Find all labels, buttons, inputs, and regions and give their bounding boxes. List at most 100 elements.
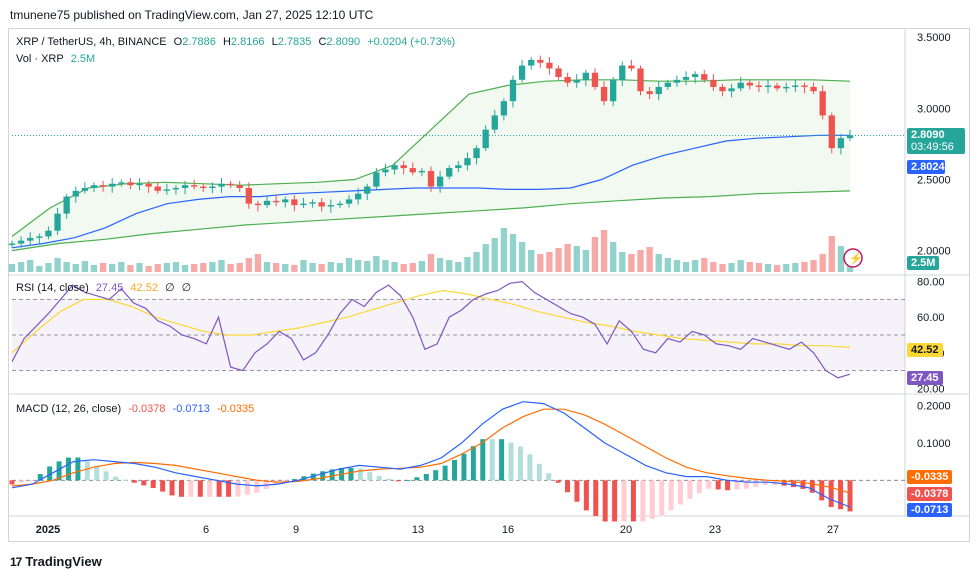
volume-bar (546, 252, 553, 272)
price-tick-label: 2.0000 (917, 246, 951, 258)
symbol-title[interactable]: XRP / TetherUS, 4h, BINANCE (16, 36, 167, 48)
macd-histogram-bar (536, 463, 542, 481)
bollinger-band-fill (12, 79, 850, 251)
candle-body (646, 91, 653, 95)
volume-bar (418, 261, 426, 272)
candle-body (81, 188, 89, 191)
candle-body (737, 82, 744, 89)
rsi-title[interactable]: RSI (14, close) (16, 282, 89, 294)
volume-bar (27, 260, 34, 272)
candle-body (181, 185, 189, 189)
candle-body (446, 168, 453, 177)
flash-alert-icon (843, 248, 863, 268)
volume-bar (600, 230, 608, 272)
macd-histogram-bar (131, 480, 137, 483)
volume-bar (63, 262, 70, 272)
candle-body (610, 79, 617, 102)
macd-title[interactable]: MACD (12, 26, close) (16, 403, 122, 415)
candle-body (8, 243, 16, 245)
macd-histogram-bar (734, 480, 740, 490)
macd-histogram-bar (386, 478, 392, 481)
volume-bar (318, 264, 325, 272)
macd-histogram-bar (65, 457, 71, 481)
volume-bar (345, 258, 353, 272)
macd-histogram-bar (499, 439, 505, 481)
rsi-line (11, 280, 851, 379)
volume-bar (728, 263, 735, 272)
volume-bar (236, 263, 243, 272)
macd-histogram-bar (508, 442, 514, 481)
macd-signal-tag: -0.0335 (907, 470, 953, 484)
candle-body (701, 74, 708, 80)
volume-bar (610, 242, 617, 272)
volume-bar (773, 265, 781, 272)
volume-bar (400, 264, 407, 272)
volume-bar (245, 258, 252, 272)
volume-bar (282, 264, 289, 272)
candle-body (518, 65, 526, 80)
candle-body (254, 203, 262, 206)
macd-legend: MACD (12, 26, close) -0.0378 -0.0713 -0.… (16, 403, 258, 415)
macd-histogram-bar (122, 479, 128, 481)
volume-bar (464, 257, 471, 272)
macd-histogram-bar (819, 480, 825, 501)
candle-body (17, 240, 25, 244)
volume-bar (482, 244, 489, 272)
macd-histogram-bar (678, 480, 684, 505)
macd-histogram-bar (320, 471, 326, 481)
macd-histogram-bar (517, 446, 523, 481)
macd-histogram-bar (715, 480, 721, 490)
candle-body (783, 86, 790, 89)
candle-body (291, 199, 298, 206)
volume-bar (118, 262, 125, 272)
macd-signal-value: -0.0335 (216, 403, 255, 415)
macd-histogram-bar (555, 480, 561, 483)
volume-bar (719, 264, 726, 272)
macd-histogram-bar (197, 480, 203, 497)
macd-tick-label: 0.1000 (917, 438, 951, 450)
tradingview-footer[interactable]: 17 TradingView (10, 554, 102, 569)
macd-histogram-bar (226, 480, 232, 497)
macd-histogram-bar (37, 474, 43, 481)
volume-bar (54, 258, 61, 272)
candle-body (418, 170, 426, 173)
candle-body (300, 203, 307, 206)
volume-bar (327, 262, 334, 272)
macd-histogram-bar (480, 439, 486, 481)
volume-bar (391, 262, 398, 272)
time-tick-label: 2025 (36, 524, 60, 536)
candle-body (691, 74, 699, 77)
candle-body (810, 86, 817, 92)
macd-histogram-bar (838, 480, 844, 510)
macd-histogram-bar (178, 480, 184, 497)
candle-body (491, 115, 498, 130)
macd-histogram-bar (113, 476, 119, 481)
macd-histogram-bar (583, 480, 589, 511)
price-tick-label: 3.0000 (917, 103, 951, 115)
rsi-empty-2: ∅ (181, 282, 192, 294)
close-value: 2.8090 (326, 36, 361, 48)
macd-histogram-bar (94, 465, 100, 481)
macd-histogram-bar (291, 479, 297, 481)
volume-bar (99, 263, 107, 272)
macd-histogram-bar (244, 480, 250, 495)
volume-bar (300, 260, 307, 272)
macd-histogram-bar (216, 480, 222, 497)
macd-histogram-bar (207, 480, 213, 497)
volume-bar (72, 264, 79, 272)
macd-histogram-bar (150, 480, 156, 489)
chart-frame (8, 28, 970, 542)
macd-histogram-bar (357, 468, 363, 481)
volume-bar (701, 258, 708, 272)
macd-line (11, 401, 851, 508)
macd-histogram-bar (640, 480, 646, 522)
candle-body (191, 185, 198, 187)
volume-bar (272, 263, 280, 272)
macd-histogram-bar (847, 480, 853, 512)
volume-label[interactable]: Vol · XRP (16, 53, 64, 65)
macd-histogram-bar (414, 477, 420, 481)
volume-bar (664, 258, 671, 272)
volume-bar (145, 266, 152, 272)
volume-legend: Vol · XRP 2.5M (16, 53, 99, 65)
